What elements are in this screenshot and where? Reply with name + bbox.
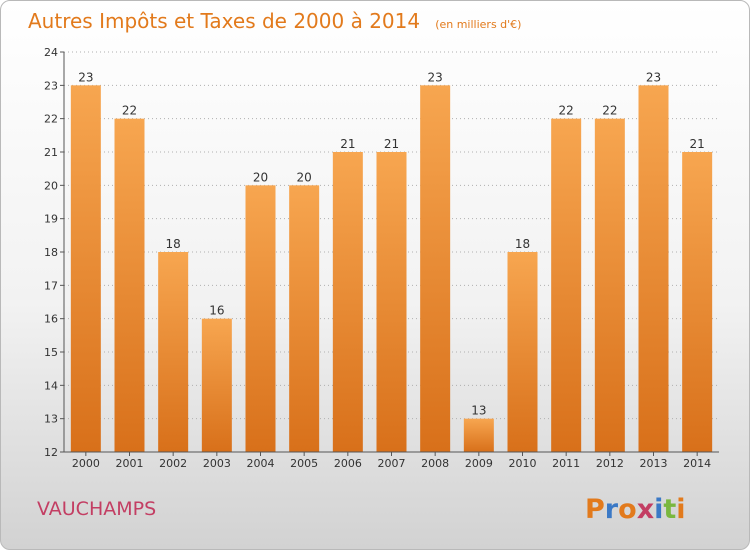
bar-2000 xyxy=(70,85,101,452)
bar-2014 xyxy=(682,152,713,452)
y-tick-label: 20 xyxy=(44,179,58,192)
x-tick-label-2005: 2005 xyxy=(290,457,318,470)
x-tick-label-2012: 2012 xyxy=(596,457,624,470)
data-label-2014: 21 xyxy=(690,137,705,151)
logo-letter: i xyxy=(676,494,685,525)
y-tick-label: 13 xyxy=(44,413,58,426)
data-label-2002: 18 xyxy=(166,237,181,251)
data-label-2010: 18 xyxy=(515,237,530,251)
bar-2007 xyxy=(376,152,407,452)
chart-unit: (en milliers d'€) xyxy=(435,18,521,31)
data-label-2003: 16 xyxy=(209,304,224,318)
logo-letter: x xyxy=(637,494,654,525)
data-label-2001: 22 xyxy=(122,104,137,118)
x-tick-label-2000: 2000 xyxy=(72,457,100,470)
data-label-2006: 21 xyxy=(340,137,355,151)
y-tick-label: 21 xyxy=(44,146,58,159)
y-tick-label: 18 xyxy=(44,246,58,259)
logo-letter: i xyxy=(654,494,663,525)
data-label-2013: 23 xyxy=(646,70,661,84)
bar-2013 xyxy=(638,85,669,452)
x-tick-label-2011: 2011 xyxy=(552,457,580,470)
data-label-2004: 20 xyxy=(253,170,268,184)
bar-2005 xyxy=(289,185,320,453)
location-label: VAUCHAMPS xyxy=(37,498,156,520)
logo-letter: r xyxy=(605,494,619,525)
x-tick-label-2009: 2009 xyxy=(465,457,493,470)
y-tick-label: 16 xyxy=(44,313,58,326)
logo-letter: o xyxy=(618,494,637,525)
y-tick-label: 15 xyxy=(44,346,58,359)
x-tick-label-2004: 2004 xyxy=(247,457,275,470)
y-tick-label: 24 xyxy=(44,46,58,59)
y-tick-label: 14 xyxy=(44,379,58,392)
y-tick-label: 17 xyxy=(44,279,58,292)
x-tick-label-2006: 2006 xyxy=(334,457,362,470)
y-tick-label: 22 xyxy=(44,113,58,126)
x-tick-label-2014: 2014 xyxy=(683,457,711,470)
bar-2006 xyxy=(332,152,363,452)
data-label-2008: 23 xyxy=(428,70,443,84)
x-tick-label-2013: 2013 xyxy=(640,457,668,470)
x-tick-label-2008: 2008 xyxy=(421,457,449,470)
bar-layer: 23 22 18 16 20 20 21 21 23 13 18 22 22 23 21 xyxy=(70,70,713,453)
bar-2003 xyxy=(201,318,232,452)
x-tick-label-2002: 2002 xyxy=(159,457,187,470)
proxiti-logo: Proxiti xyxy=(585,494,686,525)
logo-letter: t xyxy=(663,494,676,525)
x-tick-label-2010: 2010 xyxy=(509,457,537,470)
data-label-2007: 21 xyxy=(384,137,399,151)
bar-2011 xyxy=(551,118,582,453)
y-tick-label: 23 xyxy=(44,79,58,92)
bar-2010 xyxy=(507,252,538,452)
data-label-2005: 20 xyxy=(297,170,312,184)
data-label-2009: 13 xyxy=(471,404,486,418)
data-label-2011: 22 xyxy=(559,104,574,118)
bar-2004 xyxy=(245,185,276,453)
bar-2012 xyxy=(594,118,625,453)
x-tick-label-2001: 2001 xyxy=(116,457,144,470)
bar-2001 xyxy=(114,118,145,453)
chart-title-group: Autres Impôts et Taxes de 2000 à 2014 (e… xyxy=(28,9,521,33)
y-tick-label: 12 xyxy=(44,446,58,459)
bar-2002 xyxy=(158,252,189,452)
bar-2008 xyxy=(420,85,451,452)
logo-text: Proxiti xyxy=(585,494,686,525)
x-tick-label-2007: 2007 xyxy=(378,457,406,470)
chart-title: Autres Impôts et Taxes de 2000 à 2014 xyxy=(28,9,420,33)
x-tick-label-2003: 2003 xyxy=(203,457,231,470)
data-label-2012: 22 xyxy=(602,104,617,118)
bar-2009 xyxy=(463,418,494,452)
logo-letter: P xyxy=(585,494,605,525)
data-label-2000: 23 xyxy=(78,70,93,84)
y-tick-label: 19 xyxy=(44,213,58,226)
axis-layer: 12 13 14 15 16 17 18 19 20 21 22 23 24 2000 2001 2002 20… xyxy=(44,46,719,470)
